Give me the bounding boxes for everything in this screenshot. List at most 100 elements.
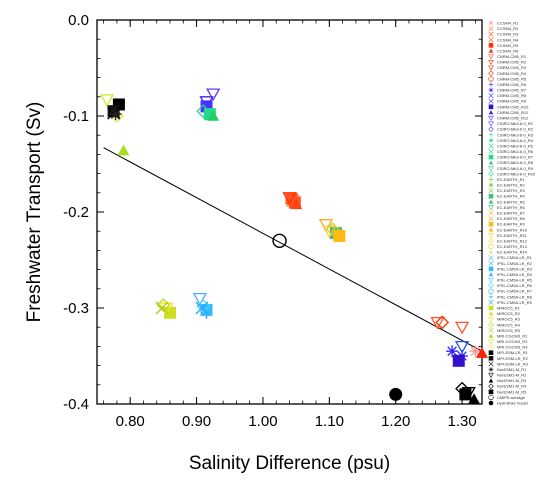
data-point <box>192 292 208 306</box>
legend-marker <box>488 37 494 43</box>
legend-label: NorESM1-M_R3 <box>497 378 527 383</box>
legend-label: MRI-CGCM3_R1 <box>497 333 528 338</box>
legend-label: MPI-ESM-LR_R1 <box>497 350 529 355</box>
legend-label: MIROC5_R4 <box>497 322 521 327</box>
legend-label: EC-EARTH_R14 <box>497 250 528 255</box>
legend-marker <box>488 54 494 60</box>
legend-marker <box>488 294 494 300</box>
legend-label: MIROC5_R3 <box>497 317 521 322</box>
legend-marker <box>488 65 494 71</box>
legend-marker <box>488 367 494 372</box>
data-point <box>196 104 211 119</box>
legend-label: IPSL-CM5A-LR_R8 <box>497 294 533 299</box>
legend-label: CNRM-CM5_R5 <box>497 76 527 81</box>
data-point <box>430 316 445 330</box>
legend-marker <box>488 98 494 104</box>
legend-marker <box>488 243 494 250</box>
legend-label: CCSM4_R5 <box>497 43 519 48</box>
legend-label: CCSM4_R4 <box>497 37 519 42</box>
legend-label: IPSL-CM5A-LR_R9 <box>497 300 533 305</box>
legend-label: EC-EARTH_R6 <box>497 205 525 210</box>
legend-label: NorESM1-M_R2 <box>497 373 527 378</box>
legend-label: MIROC5_R2 <box>497 311 521 316</box>
legend-marker <box>488 372 494 378</box>
data-point <box>454 340 470 354</box>
legend-marker <box>488 26 494 32</box>
legend-marker <box>488 87 494 93</box>
legend-marker <box>488 361 494 367</box>
legend-label: NorESM1-M_R5 <box>497 389 527 394</box>
legend-marker <box>488 182 494 188</box>
legend-marker <box>488 378 494 383</box>
legend: CCSM4_R1CCSM4_R2CCSM4_R3CCSM4_R4CCSM4_R5… <box>488 21 536 406</box>
legend-marker <box>488 327 494 333</box>
legend-label: CNRM-CM5_R11 <box>497 110 529 115</box>
legend-label: EC-EARTH_R5 <box>497 199 525 204</box>
data-point <box>318 219 334 232</box>
data-point <box>195 301 209 315</box>
legend-label: MPI-ESM-LR_R3 <box>497 361 529 366</box>
legend-marker <box>488 282 494 289</box>
legend-marker <box>488 143 494 149</box>
data-point <box>207 110 220 121</box>
legend-label: EC-EARTH_R2 <box>497 183 525 188</box>
legend-label: EC-EARTH_R12 <box>497 238 528 243</box>
plot-area <box>96 19 488 405</box>
y-tick-label: -0.3 <box>63 300 89 317</box>
legend-marker <box>488 216 494 222</box>
legend-label: Hydrolinks model <box>497 401 528 406</box>
regression-line <box>103 147 483 352</box>
legend-label: CNRM-CM5_R12 <box>497 116 529 121</box>
legend-marker <box>488 188 494 194</box>
legend-marker <box>488 288 494 294</box>
legend-label: CNRM-CM5_R4 <box>497 71 527 76</box>
legend-label: EC-EARTH_R3 <box>497 188 525 193</box>
legend-marker <box>488 199 494 204</box>
legend-marker <box>488 193 494 199</box>
x-tick-label: 1.20 <box>381 413 410 430</box>
legend-marker <box>488 43 494 48</box>
legend-label: IPSL-CM5A-LR_R2 <box>497 261 533 266</box>
legend-label: IPSL-CM5A-LR_R3 <box>497 266 533 271</box>
legend-marker <box>488 255 494 261</box>
legend-marker <box>488 350 494 356</box>
legend-marker <box>488 311 494 316</box>
legend-label: CCSM4_R6 <box>497 48 519 53</box>
legend-label: CMIP5 average <box>497 395 526 400</box>
legend-label: CSIRO-Mk3-6-0_R9 <box>497 166 534 171</box>
legend-marker <box>488 59 494 66</box>
legend-label: MRI-CGCM3_R2 <box>497 339 528 344</box>
data-point <box>446 345 459 358</box>
legend-marker <box>488 115 494 121</box>
legend-label: IPSL-CM5A-LR_R6 <box>497 283 533 288</box>
legend-label: MIROC5_R1 <box>497 306 521 311</box>
legend-marker <box>488 339 494 345</box>
legend-label: EC-EARTH_R9 <box>497 222 525 227</box>
x-tick-label: 1.00 <box>248 413 277 430</box>
legend-label: MIROC5_R5 <box>497 328 521 333</box>
legend-marker <box>488 322 494 328</box>
legend-label: CNRM-CM5_R10 <box>497 104 529 109</box>
legend-marker <box>488 210 494 216</box>
data-point <box>452 354 465 367</box>
legend-marker <box>488 249 494 255</box>
x-tick-label: 1.30 <box>447 413 476 430</box>
data-point <box>107 106 121 120</box>
legend-marker <box>488 355 494 361</box>
legend-marker <box>488 31 494 37</box>
legend-label: IPSL-CM5A-LR_R7 <box>497 289 533 294</box>
data-point <box>109 108 122 121</box>
legend-marker <box>488 221 494 227</box>
legend-marker <box>488 394 494 401</box>
y-tick-label: -0.2 <box>63 204 89 221</box>
legend-marker <box>488 132 494 138</box>
legend-marker <box>488 305 494 311</box>
legend-label: CSIRO-Mk3-6-0_R5 <box>497 143 534 148</box>
data-point <box>196 299 211 314</box>
legend-label: NorESM1-M_R4 <box>497 384 527 389</box>
legend-marker <box>488 344 494 350</box>
legend-label: CCSM4_R1 <box>497 21 519 26</box>
data-point <box>459 388 472 401</box>
legend-marker <box>488 177 494 182</box>
